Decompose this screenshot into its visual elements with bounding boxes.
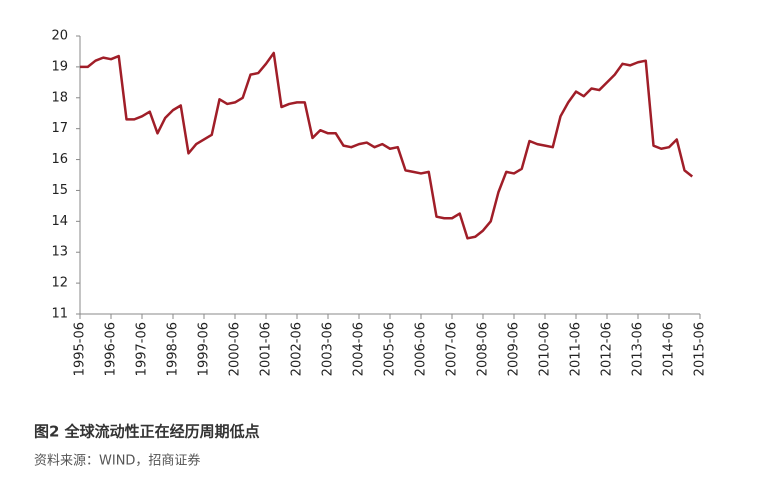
y-tick-label: 18 <box>51 90 68 105</box>
y-tick-label: 19 <box>51 59 68 74</box>
x-tick-label: 2011-06 <box>569 322 584 376</box>
x-tick-label: 1998-06 <box>166 322 181 376</box>
x-tick-label: 2009-06 <box>507 322 522 376</box>
x-tick-label: 2010-06 <box>538 322 553 376</box>
x-tick-label: 2012-06 <box>600 322 615 376</box>
line-series <box>80 51 694 240</box>
y-tick-label: 12 <box>51 276 68 291</box>
x-tick-label: 1996-06 <box>104 322 119 376</box>
y-tick-label: 15 <box>51 183 68 198</box>
x-tick-label: 2002-06 <box>290 322 305 376</box>
y-tick-label: 13 <box>51 245 68 260</box>
caption: 图2 全球流动性正在经历周期低点 <box>34 423 260 441</box>
x-tick-label: 1997-06 <box>135 322 150 376</box>
x-tick-label: 1999-06 <box>197 322 212 376</box>
y-tick-label: 11 <box>51 307 68 322</box>
y-tick-label: 20 <box>51 29 68 44</box>
x-tick-label: 2014-06 <box>662 322 677 376</box>
x-tick-label: 2005-06 <box>383 322 398 376</box>
x-tick-label: 2015-06 <box>693 322 708 376</box>
x-tick-label: 2008-06 <box>476 322 491 376</box>
x-tick-label: 1995-06 <box>73 322 88 376</box>
x-tick-label: 2000-06 <box>228 322 243 376</box>
y-tick-label: 14 <box>51 214 68 229</box>
source: 资料来源：WIND，招商证券 <box>34 453 200 469</box>
x-tick-label: 2013-06 <box>631 322 646 376</box>
x-tick-label: 2007-06 <box>445 322 460 376</box>
x-tick-label: 2006-06 <box>414 322 429 376</box>
x-tick-label: 2001-06 <box>259 322 274 376</box>
y-tick-label: 17 <box>51 121 68 136</box>
y-tick-label: 16 <box>51 152 68 167</box>
x-tick-label: 2004-06 <box>352 322 367 376</box>
x-tick-label: 2003-06 <box>321 322 336 376</box>
